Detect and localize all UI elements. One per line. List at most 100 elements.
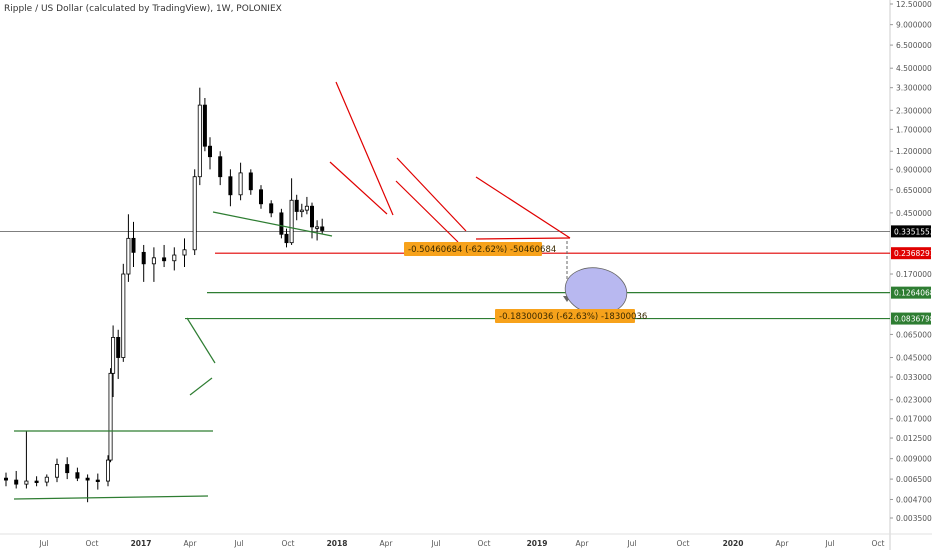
green-level-1-tag-box — [891, 286, 931, 299]
candle-body — [95, 479, 100, 482]
x-tick-label: Oct — [478, 539, 491, 548]
y-tick-label: 0.04500000 — [896, 354, 932, 363]
candle-body — [111, 337, 116, 374]
candle-body — [65, 464, 70, 474]
x-tick-label: Oct — [86, 539, 99, 548]
candle-body — [4, 477, 9, 481]
red-triangle-1-bottom — [329, 161, 388, 215]
x-tick-label: Oct — [282, 539, 295, 548]
chart-title: Ripple / US Dollar (calculated by Tradin… — [4, 4, 282, 14]
candle-body — [197, 104, 202, 178]
candle-body — [131, 237, 136, 253]
candle-body — [289, 199, 294, 244]
y-tick-label: 0.06500000 — [896, 330, 932, 339]
x-tick-label: 2020 — [723, 539, 744, 548]
y-tick-label: 0.02300000 — [896, 396, 932, 405]
measure-box-lower — [495, 309, 635, 323]
candle-body — [126, 237, 131, 275]
red-triangle-1-top — [335, 81, 394, 216]
y-tick-label: 0.01700000 — [896, 415, 932, 424]
y-tick-label: 0.90000000 — [896, 165, 932, 174]
candle-body — [108, 372, 113, 461]
y-tick-label: 0.45000000 — [896, 209, 932, 218]
candle-body — [24, 480, 29, 485]
candle-body — [55, 464, 60, 478]
current-price-tag: 0.33515531 — [894, 227, 932, 236]
x-tick-label: Oct — [677, 539, 690, 548]
candle-body — [309, 205, 314, 228]
y-tick-label: 4.50000000 — [896, 64, 932, 73]
x-tick-label: Oct — [872, 539, 885, 548]
y-tick-label: 0.01250000 — [896, 434, 932, 443]
y-tick-label: 0.03300000 — [896, 373, 932, 382]
candle-body — [44, 476, 49, 483]
y-tick-label: 1.20000000 — [896, 147, 932, 156]
candle-body — [228, 176, 233, 196]
candle-body — [279, 212, 284, 235]
candle-body — [14, 479, 19, 485]
candle-body — [162, 257, 167, 262]
x-tick-label: 2017 — [131, 539, 152, 548]
y-tick-label: 0.00350000 — [896, 514, 932, 523]
y-tick-label: 0.00650000 — [896, 475, 932, 484]
candle-body — [320, 226, 325, 231]
red-triangle-3-bottom — [475, 237, 571, 240]
candle-body — [85, 477, 90, 481]
candle-body — [202, 104, 207, 147]
green-channel-bottom — [13, 495, 209, 500]
y-tick-label: 12.50000000 — [896, 0, 932, 9]
candle-body — [34, 480, 39, 483]
x-tick-label: 2018 — [327, 539, 348, 548]
candle-body — [294, 199, 299, 212]
y-tick-label: 1.70000000 — [896, 125, 932, 134]
candle-body — [207, 145, 212, 158]
x-tick-label: Jul — [430, 539, 440, 548]
green-level-2-tag: 0.08367989 — [894, 315, 932, 324]
green-level-2-tag-box — [891, 312, 931, 325]
y-tick-label: 0.17000000 — [896, 270, 932, 279]
green-pennant-bottom — [189, 377, 213, 396]
candle-body — [269, 203, 274, 214]
x-tick-label: Jul — [38, 539, 48, 548]
candle-body — [172, 254, 177, 262]
candle-body — [299, 209, 304, 213]
candle-body — [248, 172, 253, 191]
measure-label-lower: -0.18300036 (-62.63%) -18300036 — [499, 312, 647, 322]
candle-body — [304, 205, 309, 211]
candle-body — [192, 176, 197, 251]
x-tick-label: Apr — [576, 539, 590, 548]
y-tick-label: 0.00900000 — [896, 455, 932, 464]
x-tick-label: Jul — [626, 539, 636, 548]
candle-body — [121, 273, 126, 358]
x-tick-label: Jul — [233, 539, 243, 548]
red-level-tag: 0.23682919 — [894, 249, 932, 258]
candle-body — [106, 459, 111, 482]
candle-body — [116, 337, 121, 358]
y-tick-label: 9.00000000 — [896, 21, 932, 30]
red-triangle-2-bottom — [395, 180, 459, 243]
x-tick-label: 2019 — [527, 539, 548, 548]
measure-box-upper — [404, 242, 542, 256]
candle-body — [218, 156, 223, 178]
candle-body — [258, 189, 263, 205]
measure-label-upper: -0.50460684 (-62.62%) -50460684 — [408, 245, 556, 255]
candle-body — [151, 257, 156, 265]
x-tick-label: Apr — [184, 539, 198, 548]
y-tick-label: 6.50000000 — [896, 41, 932, 50]
green-level-1-tag: 0.12640685 — [894, 289, 932, 298]
x-tick-label: Apr — [380, 539, 394, 548]
current-price-tag-box — [891, 225, 931, 238]
candle-body — [75, 472, 80, 479]
x-tick-label: Apr — [776, 539, 790, 548]
candle-body — [315, 226, 320, 229]
green-pennant-top — [186, 317, 216, 364]
red-triangle-2-top — [396, 157, 467, 232]
red-level-tag-box — [891, 247, 931, 260]
x-tick-label: Jul — [824, 539, 834, 548]
y-tick-label: 0.65000000 — [896, 186, 932, 195]
y-tick-label: 0.00470000 — [896, 495, 932, 504]
candle-body — [141, 251, 146, 265]
candle-body — [238, 172, 243, 196]
candle-body — [284, 233, 289, 244]
